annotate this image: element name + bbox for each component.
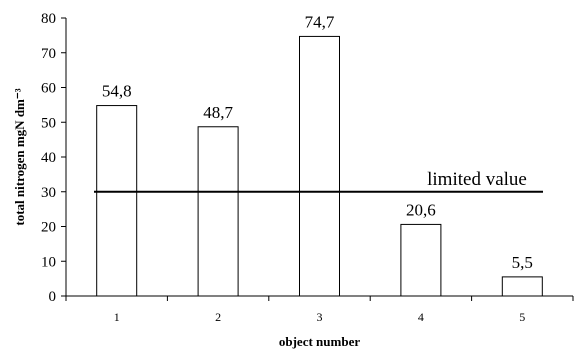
y-tick-label: 40 [41, 150, 56, 166]
x-axis-title: object number [279, 334, 360, 349]
y-tick-label: 50 [41, 115, 56, 131]
bar-2 [197, 126, 239, 297]
data-label: 20,6 [406, 200, 436, 219]
reference-line-group: limited value [94, 169, 543, 193]
data-label: 48,7 [203, 103, 233, 122]
y-tick-label: 30 [41, 185, 56, 201]
limited-value-label: limited value [427, 169, 527, 190]
y-tick-label: 0 [49, 289, 57, 305]
bar-5 [501, 276, 543, 297]
x-axis: 1 2 3 4 5 [65, 295, 574, 324]
y-tick-label: 10 [41, 254, 56, 270]
y-tick-label: 70 [41, 46, 56, 62]
bar-3 [299, 35, 340, 297]
data-label: 54,8 [102, 82, 132, 101]
y-axis-title: total nitrogen mgN dm⁻³ [12, 88, 27, 225]
x-tick-label: 1 [114, 310, 120, 324]
x-tick-label: 3 [317, 310, 323, 324]
x-tick-label: 5 [519, 310, 525, 324]
y-tick-label: 20 [41, 220, 56, 236]
x-tick-label: 2 [215, 310, 221, 324]
bar-4 [400, 223, 442, 297]
data-label: 5,5 [512, 253, 533, 272]
data-labels: 54,8 48,7 74,7 20,6 5,5 [102, 12, 533, 271]
y-tick-label: 80 [41, 11, 56, 27]
bars [96, 35, 543, 297]
y-tick-label: 60 [41, 81, 56, 97]
x-tick-label: 4 [418, 310, 424, 324]
y-axis: 0 10 20 30 40 50 60 70 80 [41, 11, 67, 305]
data-label: 74,7 [305, 12, 335, 31]
bar-1 [96, 105, 138, 297]
